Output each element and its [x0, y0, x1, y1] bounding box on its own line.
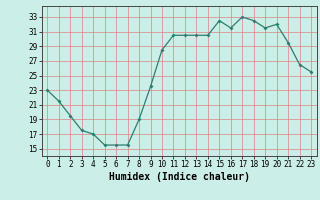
X-axis label: Humidex (Indice chaleur): Humidex (Indice chaleur) [109, 172, 250, 182]
